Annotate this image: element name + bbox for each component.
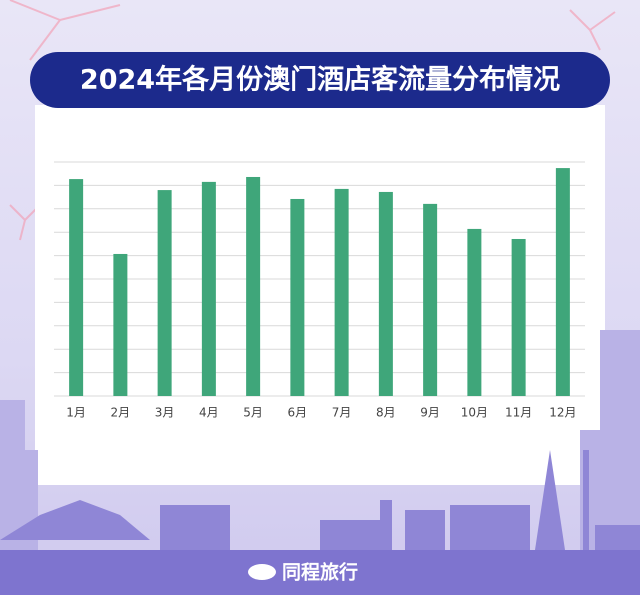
bar — [423, 203, 438, 396]
x-tick-label: 2月 — [111, 406, 131, 420]
bar — [113, 253, 128, 396]
x-tick-label: 8月 — [376, 406, 396, 420]
bar — [69, 179, 84, 396]
brand-name: 同程旅行 — [282, 561, 358, 584]
footer-bar — [0, 550, 640, 595]
skyline — [0, 450, 640, 550]
bar — [334, 188, 349, 396]
bar — [246, 176, 261, 396]
x-tick-label: 7月 — [332, 406, 352, 420]
bar — [157, 190, 172, 396]
bar — [201, 181, 216, 396]
x-tick-label: 3月 — [155, 406, 175, 420]
x-tick-label: 9月 — [420, 406, 440, 420]
x-tick-label: 10月 — [461, 406, 488, 420]
bar — [290, 198, 305, 396]
decoration — [9, 0, 616, 241]
brand-logo — [248, 564, 276, 580]
bar — [467, 228, 482, 396]
bar — [511, 238, 526, 396]
bar — [555, 168, 570, 396]
card — [35, 105, 605, 485]
bar — [378, 191, 393, 396]
x-tick-label: 11月 — [505, 406, 532, 420]
x-tick-label: 4月 — [199, 406, 219, 420]
chart-title: 2024年各月份澳门酒店客流量分布情况 — [80, 64, 560, 96]
x-tick-label: 12月 — [549, 406, 576, 420]
title-banner — [30, 52, 610, 108]
x-tick-label: 6月 — [288, 406, 308, 420]
x-tick-label: 1月 — [66, 406, 86, 420]
x-tick-label: 5月 — [243, 406, 263, 420]
